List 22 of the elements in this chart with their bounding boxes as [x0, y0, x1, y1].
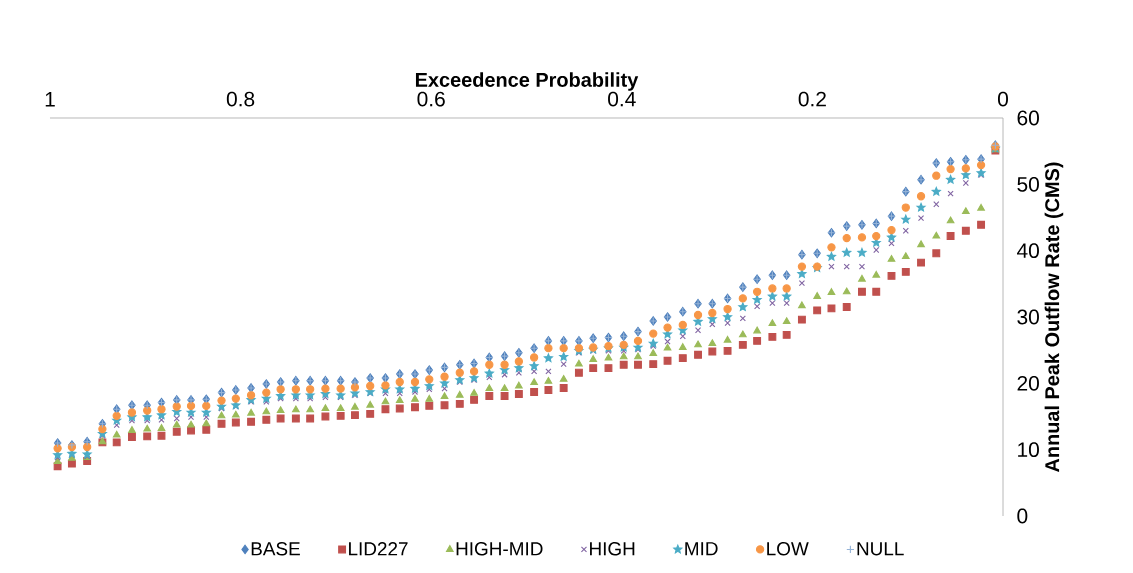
legend-label: HIGH-MID	[456, 542, 543, 556]
legend-label: NULL	[857, 542, 904, 556]
x-tick-label: 1	[45, 92, 55, 107]
y-tick-label: 50	[1017, 176, 1039, 192]
legend-label: MID	[685, 542, 718, 556]
y-tick-label: 10	[1018, 442, 1039, 458]
legend-label: LOW	[767, 542, 809, 556]
x-axis-title: Exceedence Probability	[415, 72, 639, 91]
y-tick-label: 20	[1017, 375, 1039, 391]
y-tick-label: 60	[1017, 110, 1039, 126]
legend-label: LID227	[349, 542, 408, 556]
legend-label: BASE	[251, 542, 300, 556]
y-tick-label: 30	[1017, 309, 1039, 325]
x-tick-label: 0.6	[417, 91, 445, 107]
legend-label: HIGH	[590, 542, 635, 556]
y-tick-label: 0	[1017, 508, 1028, 524]
x-tick-label: 0	[997, 91, 1008, 107]
y-tick-label: 40	[1017, 243, 1039, 259]
x-tick-label: 0.4	[608, 91, 636, 107]
x-tick-label: 0.8	[226, 91, 255, 107]
y-axis-title: Annual Peak Outflow Rate (CMS)	[1044, 162, 1064, 473]
x-tick-label: 0.2	[798, 91, 826, 107]
